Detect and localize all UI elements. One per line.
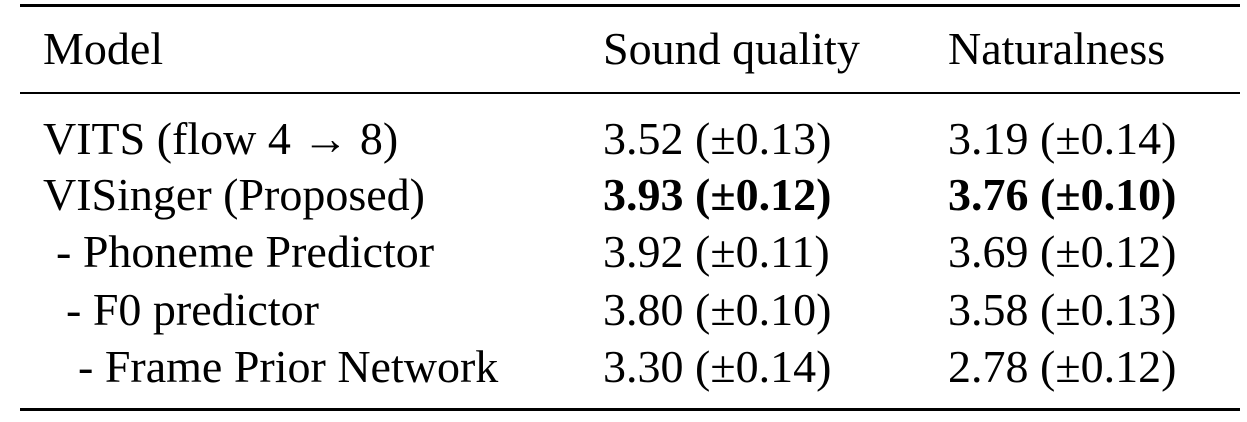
row-f0-predictor-model: - F0 predictor [66,284,319,335]
bottom-rule [20,408,1240,411]
row-vits-model: VITS (flow 4 → 8) [43,113,399,164]
header-naturalness: Naturalness [948,23,1166,74]
top-rule [20,4,1240,7]
row-phoneme-predictor-naturalness: 3.69 (±0.12) [948,226,1177,277]
header-rule [20,92,1240,94]
header-model: Model [43,23,164,74]
row-vits-naturalness: 3.19 (±0.14) [948,113,1177,164]
row-frame-prior-network-naturalness: 2.78 (±0.12) [948,341,1177,392]
row-phoneme-predictor-model: - Phoneme Predictor [56,226,435,277]
row-visinger-model: VISinger (Proposed) [43,169,425,220]
row-frame-prior-network-model: - Frame Prior Network [78,341,499,392]
row-visinger-naturalness: 3.76 (±0.10) [948,169,1177,220]
row-visinger-sound-quality: 3.93 (±0.12) [603,169,832,220]
results-table: Model Sound quality Naturalness VITS (fl… [20,4,1240,412]
row-f0-predictor-sound-quality: 3.80 (±0.10) [603,284,832,335]
row-f0-predictor-naturalness: 3.58 (±0.13) [948,284,1177,335]
row-phoneme-predictor-sound-quality: 3.92 (±0.11) [603,226,830,277]
header-sound-quality: Sound quality [603,23,860,74]
row-vits-sound-quality: 3.52 (±0.13) [603,113,832,164]
row-frame-prior-network-sound-quality: 3.30 (±0.14) [603,341,832,392]
